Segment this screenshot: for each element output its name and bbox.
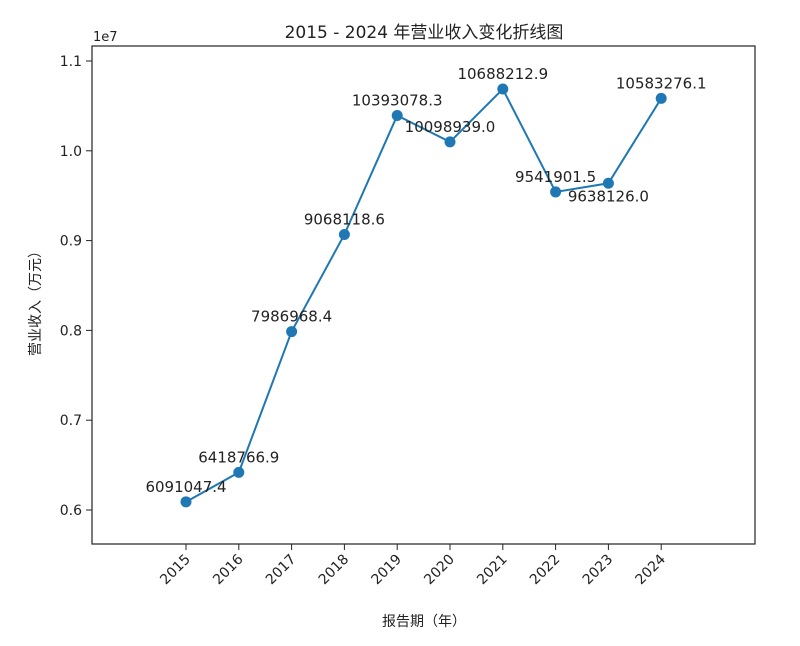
x-tick-label: 2015	[157, 552, 194, 589]
data-label: 10688212.9	[457, 65, 548, 83]
data-point	[391, 110, 403, 122]
x-tick-label: 2017	[263, 552, 300, 589]
x-tick-label: 2022	[527, 552, 564, 589]
data-point	[550, 186, 562, 198]
x-tick-label: 2021	[474, 552, 511, 589]
data-label: 9638126.0	[568, 187, 649, 205]
x-tick-label: 2023	[580, 552, 617, 589]
data-point	[233, 466, 245, 478]
x-axis: 2015 2016 2017 2018 2019 2020 2021 2022 2023 2024	[157, 544, 669, 588]
x-tick-label: 2020	[421, 552, 458, 589]
x-tick-label: 2024	[633, 551, 670, 588]
data-labels: 6091047.4 6418766.9 7986968.4 9068118.6 1039…	[145, 65, 706, 496]
data-label: 6091047.4	[145, 478, 226, 496]
y-tick-label: 1.0	[60, 144, 82, 160]
data-point	[444, 136, 456, 148]
chart-title: 2015 - 2024 年营业收入变化折线图	[285, 23, 564, 43]
data-label: 10393078.3	[352, 92, 443, 110]
y-tick-label: 1.1	[60, 54, 82, 70]
data-label: 7986968.4	[251, 308, 332, 326]
data-label: 6418766.9	[198, 448, 279, 466]
data-label: 10583276.1	[616, 74, 707, 92]
plot-area	[91, 45, 756, 545]
data-label: 9068118.6	[304, 210, 385, 228]
data-point	[180, 496, 192, 508]
y-tick-label: 0.6	[60, 503, 82, 519]
data-label: 9541901.5	[515, 168, 596, 186]
y-axis: 0.6 0.7 0.8 0.9 1.0 1.1	[60, 54, 92, 519]
y-offset-text: 1e7	[93, 30, 118, 45]
y-axis-label: 营业收入（万元）	[28, 244, 44, 356]
data-point	[655, 92, 667, 104]
data-point	[497, 83, 509, 95]
data-point	[338, 228, 350, 240]
x-axis-label: 报告期（年）	[382, 614, 466, 630]
data-points	[180, 83, 667, 508]
y-tick-label: 0.7	[60, 413, 82, 429]
data-point	[286, 326, 298, 338]
series-line	[185, 87, 663, 503]
x-tick-label: 2016	[210, 551, 247, 588]
y-tick-label: 0.9	[60, 234, 82, 250]
x-tick-label: 2018	[316, 552, 353, 589]
y-tick-label: 0.8	[60, 323, 82, 339]
data-label: 10098939.0	[405, 118, 496, 136]
data-point	[602, 177, 614, 189]
x-tick-label: 2019	[369, 552, 406, 589]
